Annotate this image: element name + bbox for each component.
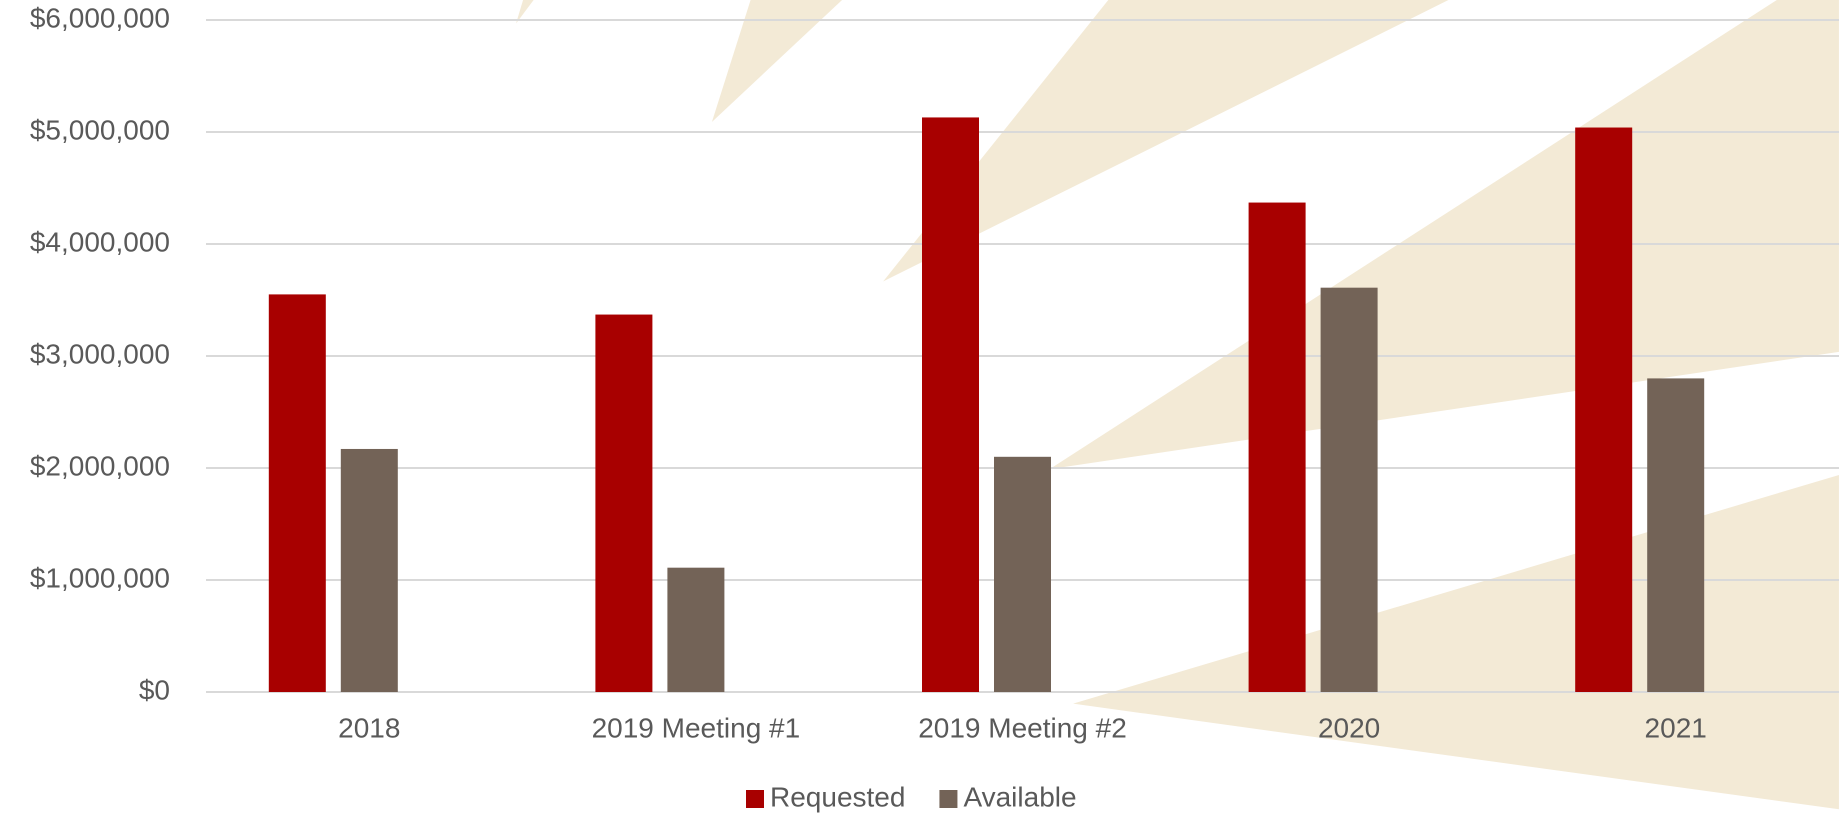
legend-label: Available: [963, 781, 1076, 812]
bar: [1321, 288, 1378, 692]
y-tick-label: $3,000,000: [30, 338, 170, 369]
y-tick-label: $1,000,000: [30, 562, 170, 593]
legend-label: Requested: [770, 781, 905, 812]
y-tick-label: $6,000,000: [30, 2, 170, 33]
y-tick-label: $5,000,000: [30, 114, 170, 145]
bar: [269, 294, 326, 692]
bar: [994, 457, 1051, 692]
x-tick-label: 2019 Meeting #1: [592, 712, 801, 743]
bar: [922, 117, 979, 692]
y-tick-label: $2,000,000: [30, 450, 170, 481]
legend-swatch: [746, 790, 764, 808]
y-tick-label: $0: [139, 674, 170, 705]
x-tick-label: 2021: [1645, 712, 1707, 743]
x-tick-label: 2019 Meeting #2: [918, 712, 1127, 743]
bar: [1647, 378, 1704, 692]
bar: [667, 568, 724, 692]
chart: $0 $1,000,000 $2,000,000 $3,000,000 $4,000,0…: [0, 0, 1839, 814]
bar: [1249, 203, 1306, 692]
x-tick-label: 2020: [1318, 712, 1380, 743]
legend-swatch: [939, 790, 957, 808]
bar: [1575, 128, 1632, 692]
bar: [595, 315, 652, 692]
y-tick-label: $4,000,000: [30, 226, 170, 257]
x-tick-label: 2018: [338, 712, 400, 743]
bar: [341, 449, 398, 692]
